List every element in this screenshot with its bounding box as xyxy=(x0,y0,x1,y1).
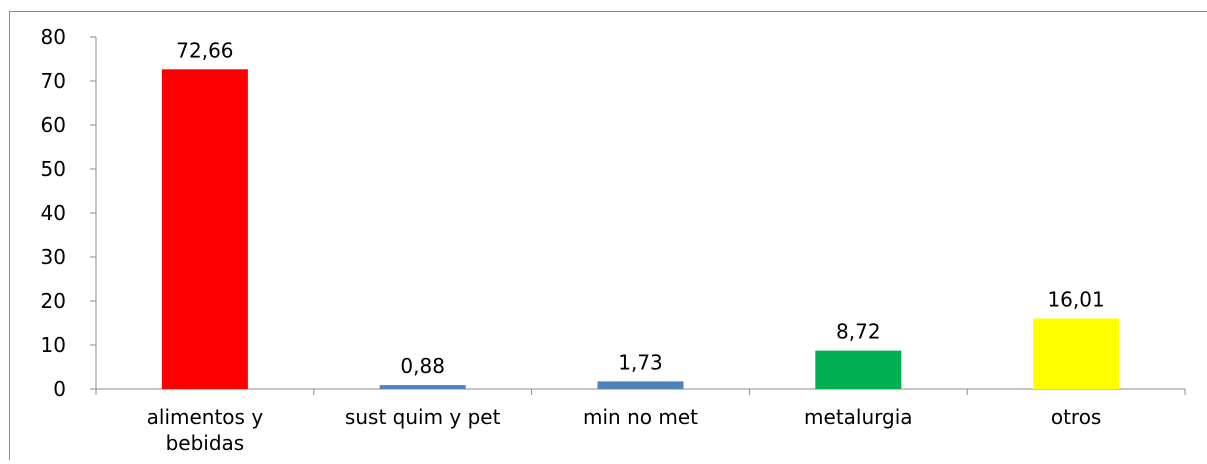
y-tick-label: 50 xyxy=(41,157,66,181)
bar xyxy=(597,381,684,389)
y-tick-label: 60 xyxy=(41,113,66,137)
x-tick-label: sust quim y pet xyxy=(345,405,501,429)
x-tick-label-line: alimentos y xyxy=(147,405,264,429)
x-tick-label: alimentos y bebidas xyxy=(147,405,264,455)
data-label: 0,88 xyxy=(400,354,445,378)
x-tick-label: otros xyxy=(1051,405,1102,429)
x-tick-label-line: metalurgia xyxy=(804,405,913,429)
x-tick-label: min no met xyxy=(583,405,698,429)
data-label: 1,73 xyxy=(618,350,663,374)
chart-labels: 72,66 alimentos y bebidas 0,88 sust quim y p… xyxy=(147,38,1105,455)
data-label: 72,66 xyxy=(176,38,233,62)
x-tick-label-line: min no met xyxy=(583,405,698,429)
bar xyxy=(815,350,902,389)
frame-left-border xyxy=(9,11,10,460)
x-tick-label-line: otros xyxy=(1051,405,1102,429)
y-tick-label: 40 xyxy=(41,201,66,225)
y-tick-label: 0 xyxy=(53,377,66,401)
chart-axes: 0 10 20 30 40 50 60 70 80 xyxy=(41,25,1186,401)
frame-top-border xyxy=(9,11,1207,12)
bar xyxy=(379,385,466,389)
data-label: 16,01 xyxy=(1047,288,1104,312)
chart-bars xyxy=(161,69,1120,390)
y-tick-label: 30 xyxy=(41,245,66,269)
y-tick-label: 80 xyxy=(41,25,66,49)
data-label: 8,72 xyxy=(836,320,881,344)
y-tick-label: 70 xyxy=(41,69,66,93)
x-tick-label-line: sust quim y pet xyxy=(345,405,501,429)
bar xyxy=(1033,318,1120,389)
x-tick-label-line: bebidas xyxy=(166,431,245,455)
y-tick-label: 10 xyxy=(41,333,66,357)
x-tick-label: metalurgia xyxy=(804,405,913,429)
bar xyxy=(161,69,248,390)
y-tick-label: 20 xyxy=(41,289,66,313)
